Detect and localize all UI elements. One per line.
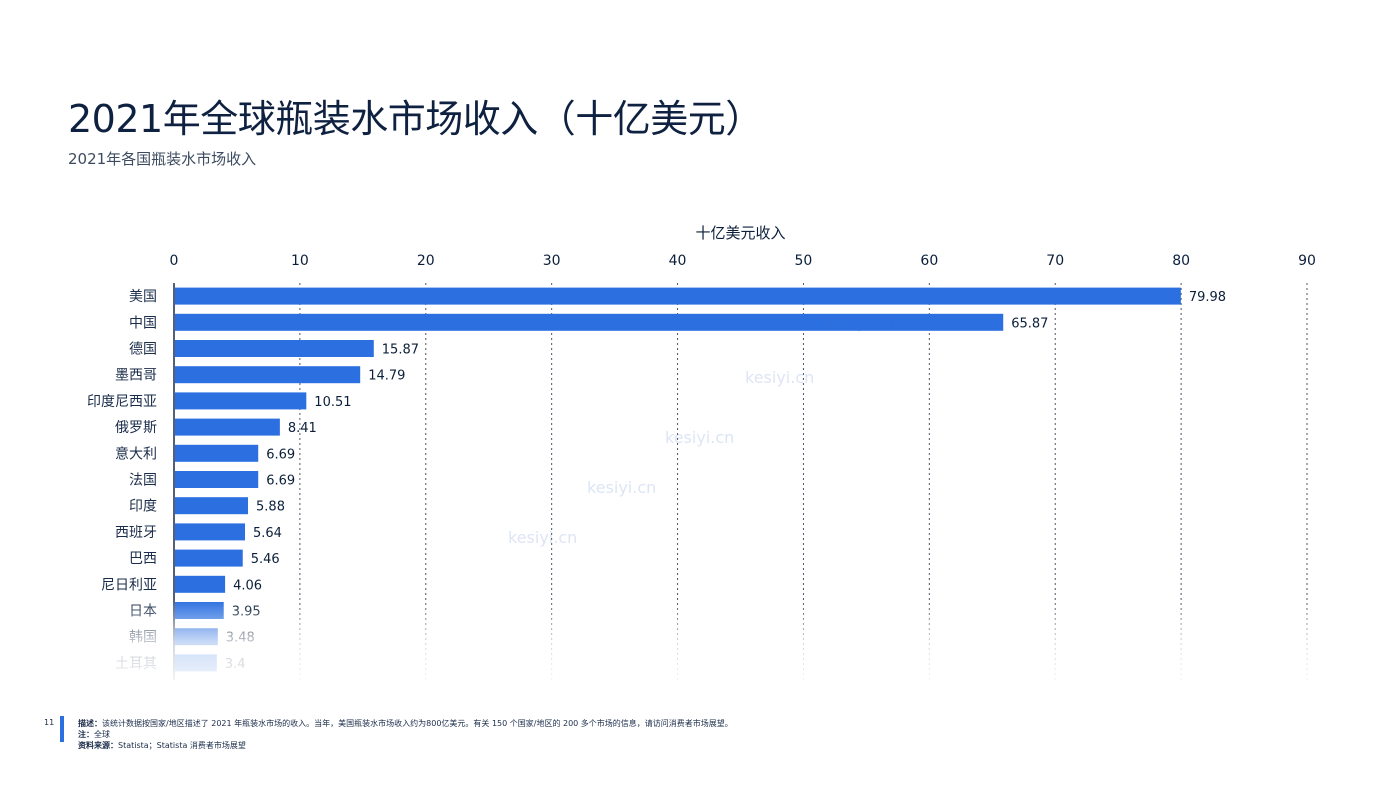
data-label: 65.87 [1011, 316, 1048, 331]
x-tick-label: 50 [795, 253, 813, 269]
x-tick-label: 60 [920, 253, 938, 269]
bar [175, 340, 374, 357]
footer-accent-bar [60, 716, 64, 742]
category-label: 中国 [129, 315, 157, 331]
category-label: 墨西哥 [115, 368, 157, 384]
data-label: 8.41 [288, 421, 317, 436]
bar-chart: 十亿美元收入 0 10 20 30 40 50 60 70 80 90 美国 79.98 中国 65.87 德… [87, 224, 1316, 680]
watermark-text: kesiyi.cn [665, 428, 735, 447]
bar [175, 471, 259, 488]
category-label: 美国 [129, 289, 157, 305]
data-label: 5.46 [251, 552, 280, 567]
x-tick-label: 30 [543, 253, 561, 269]
page-subtitle: 2021年各国瓶装水市场收入 [68, 150, 257, 168]
x-tick-label: 0 [170, 253, 179, 269]
watermark-text: kesiyi.cn [587, 478, 657, 497]
x-tick-label: 80 [1172, 253, 1190, 269]
data-label: 79.98 [1189, 290, 1226, 305]
category-label: 巴西 [129, 551, 157, 567]
category-label: 德国 [129, 342, 157, 358]
footer-source: 资料来源：Statista；Statista 消费者市场展望 [78, 741, 246, 750]
bottom-fade [60, 600, 1340, 695]
watermark-text: kesiyi.cn [508, 528, 578, 547]
category-label: 西班牙 [115, 525, 157, 541]
x-tick-label: 10 [291, 253, 309, 269]
category-label: 法国 [129, 473, 157, 489]
bar [175, 497, 249, 515]
category-label: 尼日利亚 [101, 577, 157, 593]
bar [175, 366, 361, 384]
watermark-text: kesiyi.cn [745, 368, 815, 387]
bar [175, 575, 226, 593]
x-tick-label: 40 [669, 253, 687, 269]
data-label: 6.69 [266, 447, 295, 462]
data-label: 6.69 [266, 474, 295, 489]
bar [175, 549, 243, 567]
bar [175, 418, 280, 436]
category-label: 意大利 [115, 445, 157, 462]
bar [175, 287, 1181, 305]
x-axis-title: 十亿美元收入 [695, 224, 785, 242]
bar [175, 313, 1004, 331]
page-title: 2021年全球瓶装水市场收入（十亿美元） [68, 97, 763, 141]
x-tick-label: 70 [1046, 253, 1064, 269]
data-label: 14.79 [368, 369, 405, 384]
footer-notes: 描述：该统计数据按国家/地区描述了 2021 年瓶装水市场的收入。当年，美国瓶装… [78, 718, 733, 751]
footer-description: 描述：该统计数据按国家/地区描述了 2021 年瓶装水市场的收入。当年，美国瓶装… [78, 719, 733, 728]
footer: 11 描述：该统计数据按国家/地区描述了 2021 年瓶装水市场的收入。当年，美… [0, 714, 1400, 764]
watermark-text: kesiyi.cn [825, 313, 895, 332]
bar [175, 444, 259, 462]
page-number: 11 [44, 718, 55, 727]
category-label: 俄罗斯 [115, 420, 157, 436]
bar [175, 523, 246, 541]
data-label: 4.06 [233, 578, 262, 593]
category-label: 印度 [129, 499, 157, 515]
x-tick-label: 90 [1298, 253, 1316, 269]
category-label: 印度尼西亚 [87, 394, 157, 410]
data-label: 15.87 [382, 343, 419, 358]
data-label: 5.88 [256, 500, 285, 515]
data-label: 10.51 [314, 395, 351, 410]
x-tick-label: 20 [417, 253, 435, 269]
data-label: 5.64 [253, 526, 282, 541]
footer-note: 注：全球 [78, 730, 110, 739]
bar [175, 392, 307, 410]
